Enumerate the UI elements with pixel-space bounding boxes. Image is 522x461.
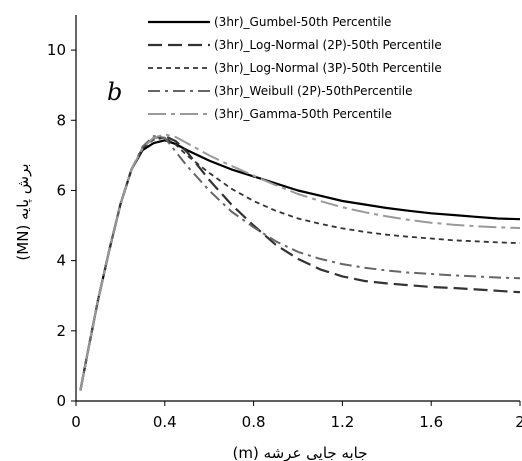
x-tick-label: 0.4 bbox=[153, 413, 177, 431]
x-tick-label: 1.2 bbox=[330, 413, 354, 431]
legend-label-3: (3hr)_Log-Normal (3P)-50th Percentile bbox=[214, 61, 442, 75]
x-tick-label: 0 bbox=[71, 413, 81, 431]
y-tick-label: 8 bbox=[56, 111, 66, 129]
x-tick-label: 1.6 bbox=[419, 413, 443, 431]
y-tick-label: 6 bbox=[56, 181, 66, 199]
legend-label-1: (3hr)_Gumbel-50th Percentile bbox=[214, 15, 391, 29]
ticks: 0 0.4 0.8 1.2 1.6 2 0 2 4 6 8 10 bbox=[47, 41, 522, 431]
series-line-2 bbox=[79, 135, 521, 391]
y-tick-label: 0 bbox=[56, 392, 66, 410]
axes bbox=[75, 15, 520, 402]
legend-label-2: (3hr)_Log-Normal (2P)-50th Percentile bbox=[214, 38, 442, 52]
y-tick-label: 2 bbox=[56, 322, 66, 340]
x-tick-label: 2 bbox=[515, 413, 522, 431]
plot-lines bbox=[79, 133, 521, 391]
series-line-3 bbox=[79, 136, 521, 391]
series-line-1 bbox=[79, 139, 521, 391]
series-line-5 bbox=[79, 133, 521, 391]
y-axis-title: برش پایه (MN) bbox=[14, 163, 33, 260]
x-tick-label: 0.8 bbox=[242, 413, 266, 431]
x-axis-title: جابه جایی عرشه (m) bbox=[232, 444, 367, 461]
legend-label-4: (3hr)_Weibull (2P)-50thPercentile bbox=[214, 84, 412, 98]
legend-label-5: (3hr)_Gamma-50th Percentile bbox=[214, 107, 392, 121]
legend: (3hr)_Gumbel-50th Percentile (3hr)_Log-No… bbox=[148, 15, 442, 121]
series-line-4 bbox=[79, 135, 521, 391]
panel-label: b bbox=[107, 78, 122, 106]
y-tick-label: 4 bbox=[56, 252, 66, 270]
y-tick-label: 10 bbox=[47, 41, 66, 59]
